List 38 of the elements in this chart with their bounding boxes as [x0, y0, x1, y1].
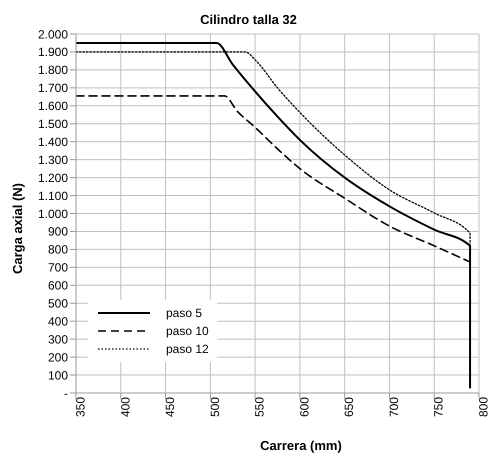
x-tick-label: 700 [386, 396, 401, 418]
x-tick-label: 500 [208, 396, 222, 418]
x-axis-title: Carrera (mm) [259, 438, 343, 453]
legend-label: paso 5 [166, 306, 202, 320]
legend-label: paso 12 [166, 342, 209, 356]
y-tick-label: 700 [48, 260, 68, 275]
y-tick-label: 800 [48, 242, 68, 257]
y-tick-label: 1.500 [38, 117, 68, 132]
x-tick-label: 400 [118, 396, 132, 418]
y-tick-label: 300 [48, 332, 68, 346]
legend-label: paso 10 [166, 324, 209, 338]
y-tick-label: 900 [48, 224, 68, 239]
y-tick-label: 1.300 [38, 152, 68, 167]
x-tick-label: 600 [297, 396, 312, 418]
y-tick-label: 600 [48, 278, 68, 293]
x-tick-label: 800 [476, 396, 491, 418]
y-tick-label: 100 [48, 368, 68, 382]
y-tick-label: 1.900 [38, 45, 68, 60]
y-axis-title: Carga axial (N) [10, 182, 26, 274]
line-series [76, 42, 472, 389]
y-tick-label: 2.000 [38, 27, 68, 42]
x-tick-label: 550 [252, 396, 267, 418]
y-tick-label: 1.000 [38, 206, 68, 221]
x-tick-label: 650 [342, 396, 356, 418]
y-tick-label: 1.100 [38, 188, 68, 203]
y-tick-label: 1.800 [38, 63, 68, 78]
y-tick-label: - [64, 386, 68, 400]
y-tick-label: 200 [48, 350, 68, 364]
chart-title: Cilindro talla 32 [199, 12, 298, 27]
y-tick-label: 1.400 [38, 134, 68, 149]
y-tick-label: 500 [48, 296, 68, 311]
y-tick-label: 400 [48, 314, 68, 328]
y-tick-label: 1.600 [38, 99, 68, 114]
y-tick-label: 1.200 [38, 170, 68, 185]
x-tick-label: 350 [74, 396, 88, 418]
x-tick-label: 750 [432, 396, 446, 418]
y-tick-label: 1.700 [38, 81, 68, 96]
x-tick-label: 450 [163, 396, 178, 418]
